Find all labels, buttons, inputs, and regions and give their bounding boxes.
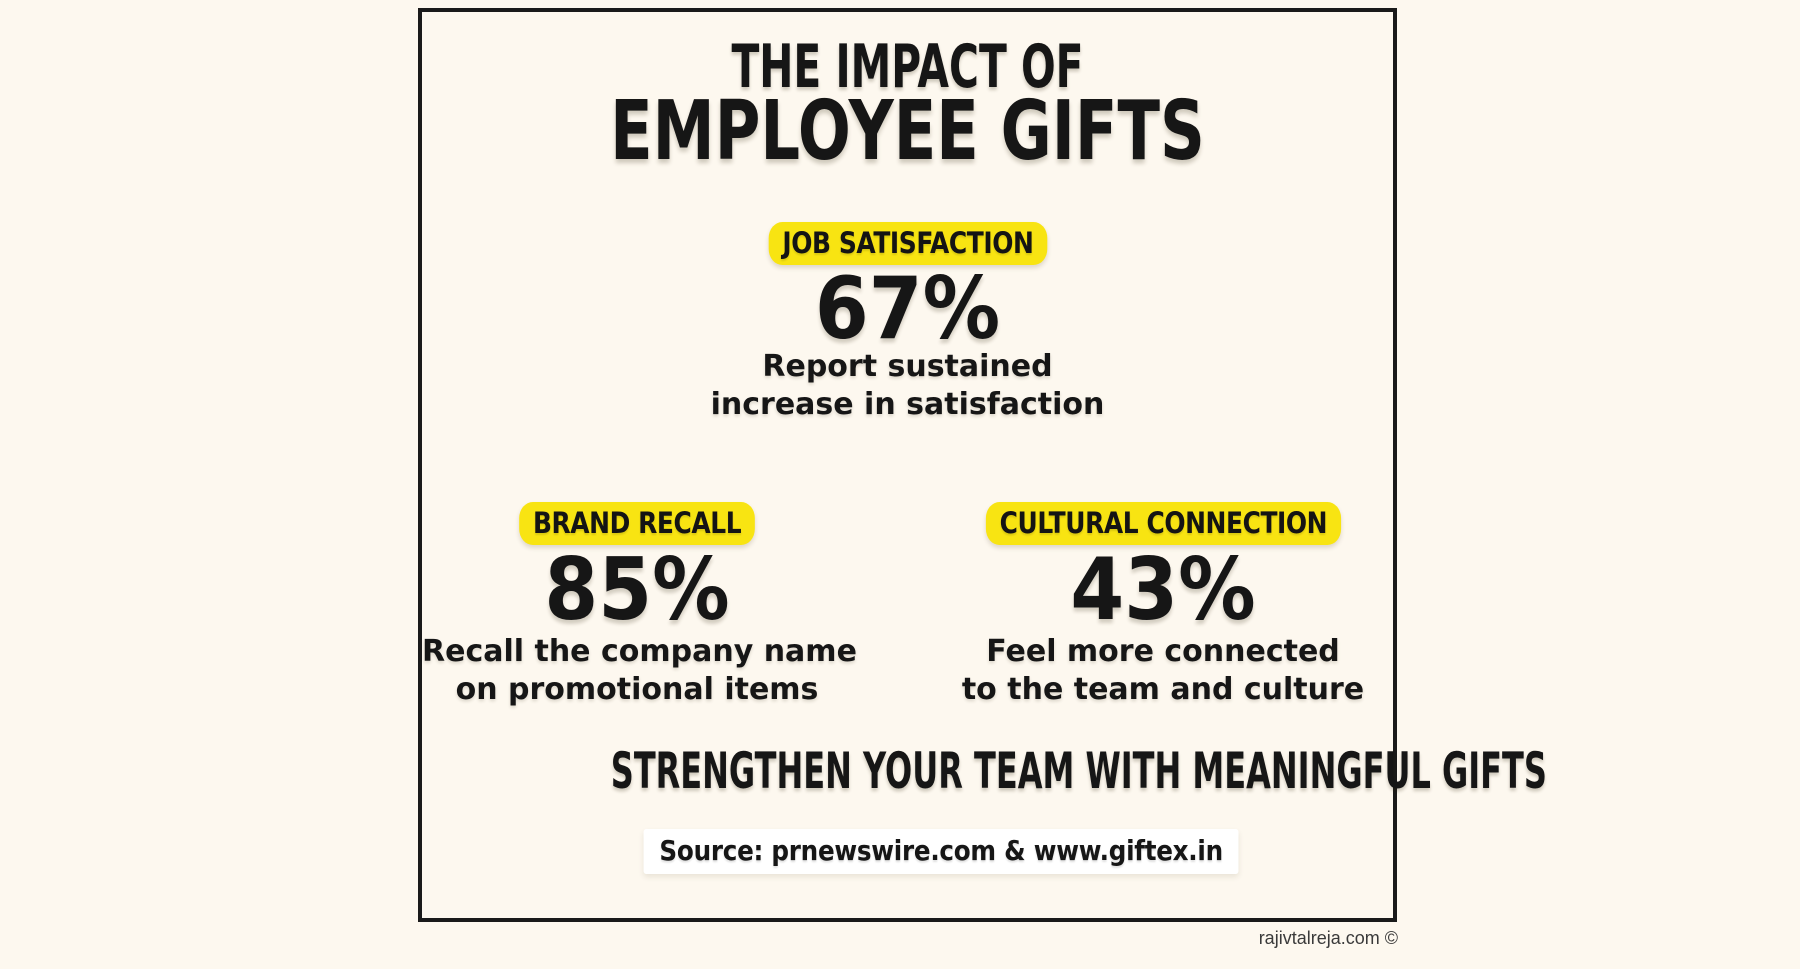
stat-description-line-2: to the team and culture — [961, 672, 1365, 707]
stat-description-brand-recall: Recall the company name on promotional i… — [422, 633, 857, 709]
title-line-2: EMPLOYEE GIFTS — [610, 84, 1205, 179]
stat-description-line-1: Report sustained — [762, 349, 1053, 384]
stat-job-satisfaction-badge-row: JOB SATISFACTION — [422, 222, 1393, 266]
stat-cultural-connection: CULTURAL CONNECTION 43% Feel more connec… — [943, 502, 1383, 742]
stat-description-line-1: Recall the company name — [422, 634, 857, 669]
stat-brand-recall-badge-row: BRAND RECALL — [422, 502, 852, 546]
stat-description-cultural-connection: Feel more connected to the team and cult… — [943, 633, 1383, 709]
stat-value-brand-recall: 85% — [544, 540, 730, 640]
stat-label-badge-brand-recall: BRAND RECALL — [519, 502, 755, 546]
source-row: Source: prnewswire.com & www.giftex.in — [456, 829, 1427, 874]
title-line-1: THE IMPACT OF — [731, 32, 1084, 102]
stat-description-job-satisfaction: Report sustained increase in satisfactio… — [422, 348, 1393, 424]
stat-brand-recall: BRAND RECALL 85% Recall the company name… — [422, 502, 857, 742]
watermark: rajivtalreja.com © — [1258, 928, 1398, 948]
stat-label-badge-job-satisfaction: JOB SATISFACTION — [768, 222, 1047, 266]
stat-label-badge-cultural-connection: CULTURAL CONNECTION — [985, 502, 1341, 546]
infographic-frame: THE IMPACT OF EMPLOYEE GIFTS JOB SATISFA… — [418, 8, 1547, 922]
stat-description-line-2: on promotional items — [455, 672, 819, 707]
stat-value-job-satisfaction: 67% — [814, 259, 1001, 359]
stat-value-cultural-connection: 43% — [1070, 540, 1256, 640]
tagline: STRENGTHEN YOUR TEAM WITH MEANINGFUL GIF… — [610, 742, 1547, 800]
stat-description-line-1: Feel more connected — [986, 634, 1340, 669]
source-text: Source: prnewswire.com & www.giftex.in — [643, 829, 1240, 874]
stat-cultural-connection-badge-row: CULTURAL CONNECTION — [943, 502, 1383, 546]
stat-description-line-2: increase in satisfaction — [710, 387, 1105, 422]
